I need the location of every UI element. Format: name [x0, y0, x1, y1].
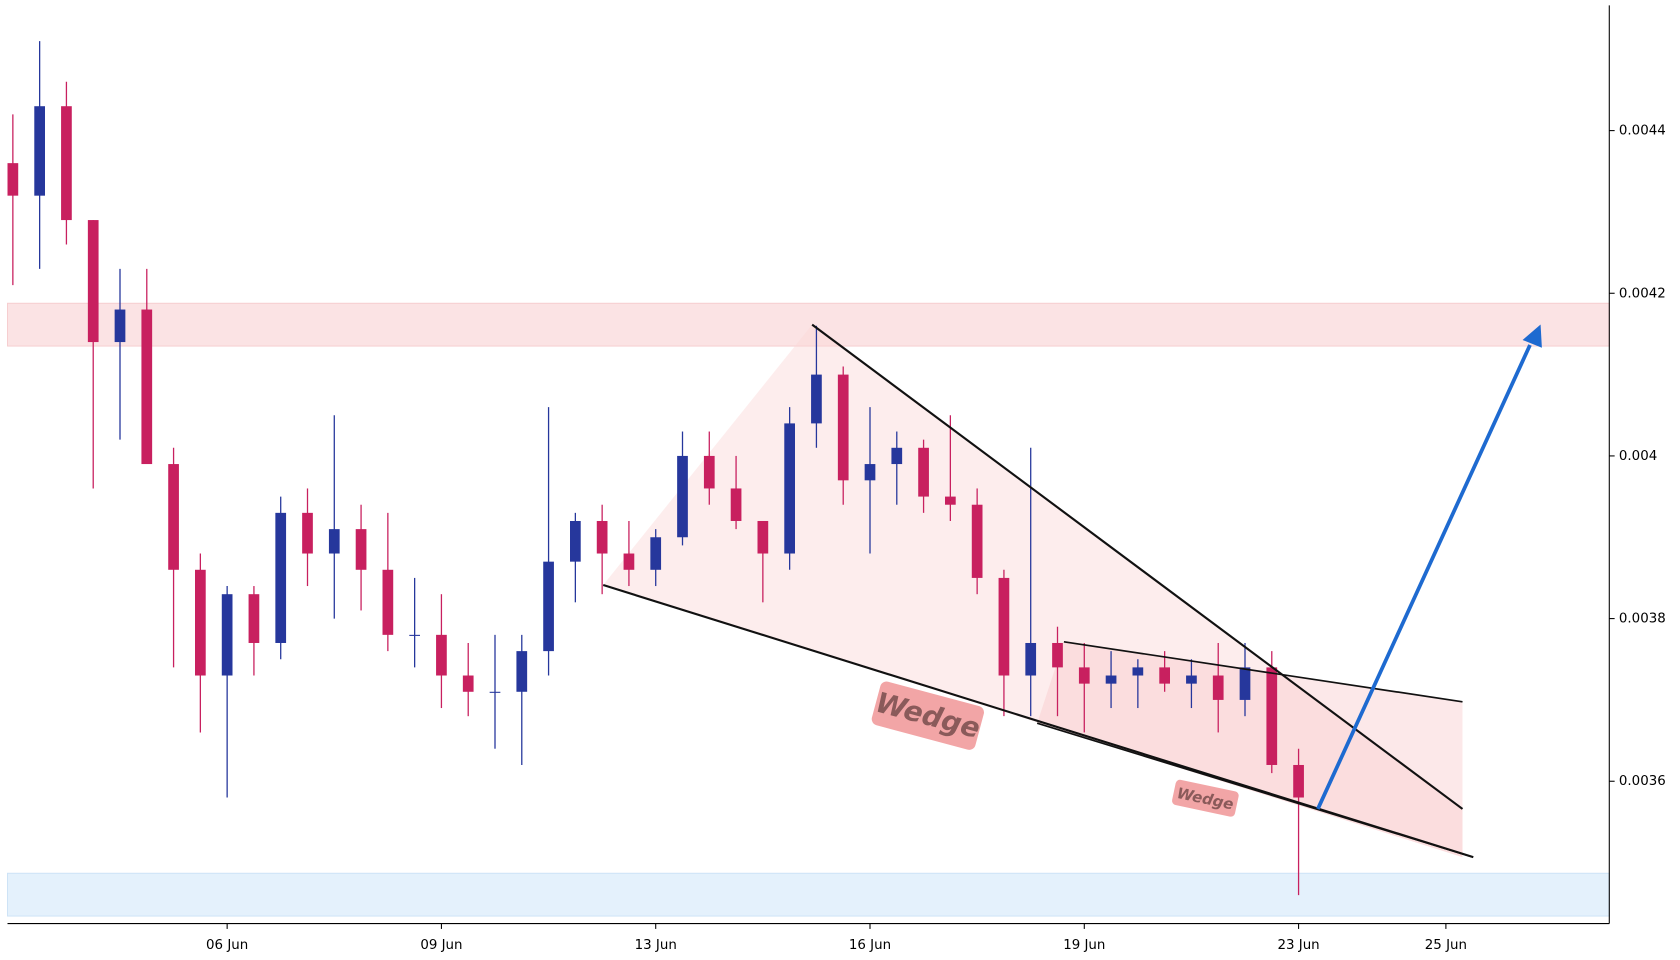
candle-body	[864, 464, 876, 481]
x-tick-label: 19 Jun	[1063, 938, 1105, 953]
candle-body	[784, 423, 795, 554]
candle-body	[221, 594, 233, 676]
x-tick-label: 23 Jun	[1277, 938, 1319, 953]
candle-body	[355, 529, 367, 570]
candle-body	[811, 374, 822, 424]
y-tick-label: 0.0038	[1619, 612, 1666, 627]
candles	[7, 41, 1304, 896]
candle-body	[998, 577, 1010, 676]
candle-body	[918, 447, 929, 497]
y-tick-label: 0.0036	[1619, 774, 1666, 789]
resistance-zone	[7, 302, 1610, 347]
candle-body	[114, 309, 126, 343]
candle-body	[623, 553, 635, 570]
support-zone	[7, 872, 1610, 917]
candle-body	[7, 163, 19, 196]
candle-body	[462, 675, 474, 692]
candle-body	[328, 529, 340, 554]
candle-body	[730, 488, 742, 521]
candle-body	[1105, 675, 1117, 684]
candle-body	[1132, 667, 1144, 676]
candle-body	[1078, 667, 1090, 684]
candle-body	[543, 561, 554, 652]
candle-body	[837, 374, 849, 481]
candle-body	[141, 309, 153, 465]
candle-body	[1159, 667, 1170, 684]
candle-body	[87, 220, 99, 343]
candle-body	[703, 455, 715, 489]
candle-body	[757, 520, 769, 554]
x-tick-label: 06 Jun	[206, 938, 248, 953]
x-tick-label: 13 Jun	[635, 938, 677, 953]
candle-body	[570, 520, 581, 562]
candle-body	[1266, 667, 1278, 765]
x-tick-label: 25 Jun	[1425, 938, 1467, 953]
candle-body	[516, 651, 528, 692]
candle-body	[596, 520, 608, 554]
candle-body	[195, 569, 206, 676]
candle-body	[1293, 764, 1304, 798]
wedge-area	[603, 324, 1463, 858]
candle-body	[302, 512, 313, 554]
x-tick-label: 16 Jun	[849, 938, 891, 953]
y-tick-label: 0.0042	[1619, 286, 1666, 301]
candle-body	[891, 447, 903, 465]
candle-body	[248, 594, 260, 643]
trend-line	[1063, 640, 1463, 703]
candle-body	[650, 537, 662, 570]
candle-body	[168, 464, 179, 570]
projection-arrow	[1316, 344, 1532, 810]
candle-body	[275, 512, 287, 643]
candle-body	[409, 634, 420, 636]
arrow-head	[1522, 324, 1542, 348]
candle-body	[677, 455, 688, 538]
x-tick-label: 09 Jun	[420, 938, 462, 953]
wedge-label: Wedge	[1172, 779, 1239, 817]
y-tick-label: 0.004	[1619, 449, 1657, 464]
candle-body	[1025, 642, 1037, 676]
candle-body	[1186, 675, 1197, 684]
candle-body	[61, 106, 72, 221]
candle-body	[971, 504, 983, 578]
candle-body	[34, 106, 45, 196]
candle-body	[1052, 642, 1063, 668]
label-box	[871, 681, 984, 750]
candle-body	[436, 634, 447, 676]
trend-line	[1036, 722, 1474, 858]
y-tick-label: 0.0044	[1619, 124, 1666, 139]
candle-body	[945, 496, 956, 505]
label-box	[1172, 779, 1239, 817]
candle-body	[382, 569, 394, 635]
wedge-area	[1037, 641, 1463, 858]
candle-body	[1212, 675, 1224, 700]
candle-body	[489, 691, 501, 693]
candle-body	[1239, 667, 1251, 700]
